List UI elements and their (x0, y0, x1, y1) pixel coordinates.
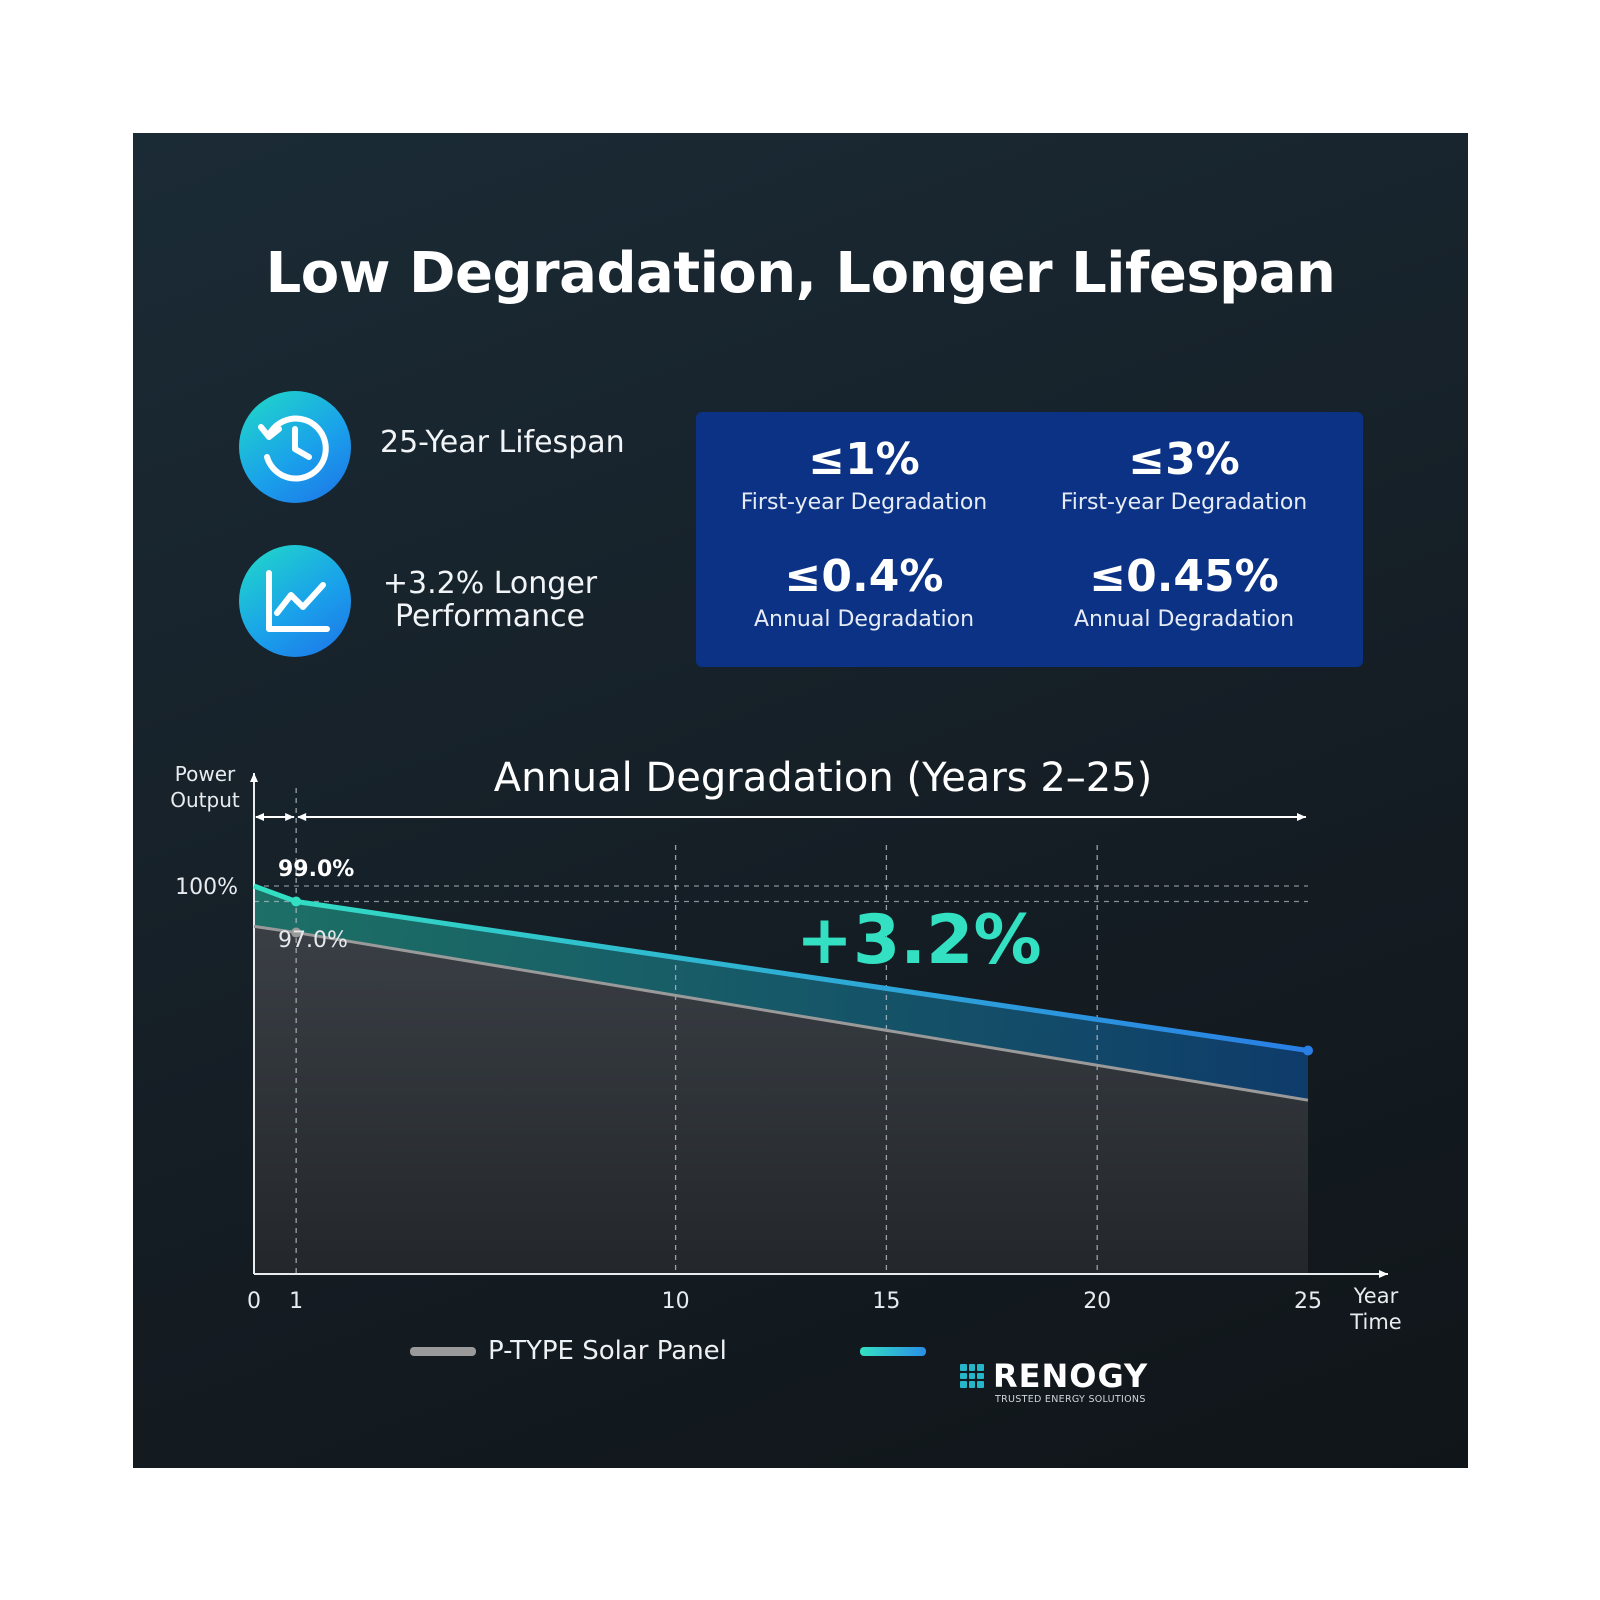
point-renogy-year-1 (291, 896, 302, 907)
point-renogy-year-25 (1303, 1045, 1313, 1056)
renogy-logo: RENOGY TRUSTED ENERGY SOLUTIONS (960, 1358, 1160, 1408)
feature-performance-label: +3.2% Longer Performance (380, 567, 600, 633)
y-axis-label-line2: Output (170, 788, 240, 812)
stat-label: Annual Degradation (753, 607, 975, 632)
x-axis-label-line2: Time (1349, 1310, 1401, 1334)
x-tick-label: 10 (662, 1289, 690, 1314)
data-label-ptype-year-1: 97.0% (278, 928, 348, 953)
x-tick-label: 25 (1294, 1289, 1322, 1314)
infographic-panel: Low Degradation, Longer Lifespan 25-Year… (133, 133, 1468, 1468)
reference-lines (254, 885, 1308, 903)
x-tick-label: 20 (1083, 1289, 1111, 1314)
ptype-area (254, 926, 1308, 1274)
line-chart-icon (239, 545, 351, 657)
legend-swatch-renogy (860, 1347, 926, 1356)
feature-performance-line1: +3.2% Longer (382, 566, 598, 601)
stat-renogy-annual: ≤0.4% Annual Degradation (704, 551, 1024, 632)
chart-title: Annual Degradation (Years 2–25) (493, 755, 1153, 801)
feature-lifespan-label: 25-Year Lifespan (380, 425, 625, 460)
renogy-wordmark: RENOGY (993, 1357, 1149, 1395)
x-tick-label: 15 (872, 1289, 900, 1314)
stats-box: ≤1% First-year Degradation ≤3% First-yea… (696, 412, 1363, 667)
stat-value: ≤0.45% (1089, 551, 1279, 602)
stat-value: ≤1% (808, 434, 920, 485)
legend-label-ptype: P-TYPE Solar Panel (488, 1336, 727, 1366)
x-axis-label-line1: Year (1353, 1284, 1399, 1308)
gain-area (254, 886, 1308, 1101)
stat-label: Annual Degradation (1073, 607, 1295, 632)
chart-grid (295, 788, 1098, 1274)
clock-history-icon (239, 391, 351, 503)
point-ptype-year-1 (291, 927, 302, 938)
stat-label: First-year Degradation (1060, 490, 1308, 515)
stat-value: ≤0.4% (784, 551, 944, 602)
page-title: Low Degradation, Longer Lifespan (265, 241, 1336, 306)
renogy-logo-mark (960, 1364, 984, 1388)
renogy-tagline: TRUSTED ENERGY SOLUTIONS (995, 1394, 1146, 1405)
stat-ptype-first-year: ≤3% First-year Degradation (1024, 434, 1344, 515)
stat-renogy-first-year: ≤1% First-year Degradation (704, 434, 1024, 515)
data-label-renogy-year-1: 99.0% (278, 857, 354, 882)
y-axis-label-line1: Power (175, 762, 236, 786)
legend-swatch-ptype (410, 1347, 476, 1356)
x-tick-label: 1 (289, 1289, 303, 1314)
y-tick-label: 100% (175, 875, 238, 900)
feature-performance-line2: Performance (394, 599, 586, 634)
x-tick-label: 0 (247, 1289, 261, 1314)
stat-label: First-year Degradation (740, 490, 988, 515)
stat-value: ≤3% (1128, 434, 1240, 485)
stat-ptype-annual: ≤0.45% Annual Degradation (1024, 551, 1344, 632)
gain-annotation: +3.2% (796, 901, 1042, 980)
